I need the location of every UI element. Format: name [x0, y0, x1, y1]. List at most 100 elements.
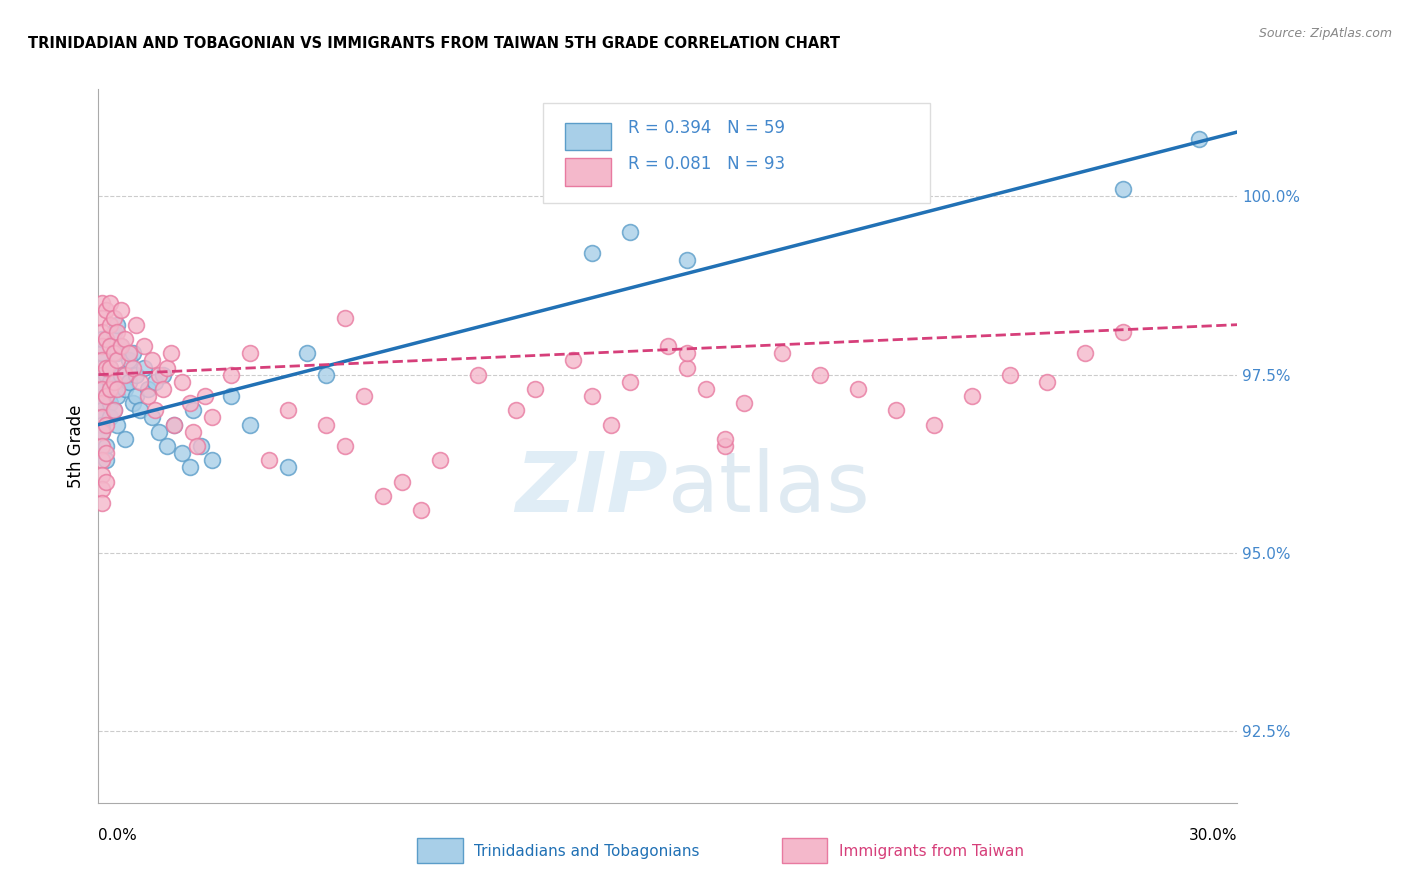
Point: [103, 346, 125, 360]
Point: [194, 389, 217, 403]
Point: [714, 439, 737, 453]
Point: [121, 360, 143, 375]
Point: [467, 368, 489, 382]
Point: [581, 246, 603, 260]
Point: [239, 417, 262, 432]
Point: [125, 389, 148, 403]
Text: Immigrants from Taiwan: Immigrants from Taiwan: [839, 844, 1024, 859]
Point: [170, 375, 193, 389]
Point: [91, 375, 114, 389]
Point: [91, 403, 114, 417]
Point: [91, 453, 114, 467]
Point: [239, 346, 262, 360]
Point: [619, 375, 641, 389]
Point: [91, 410, 114, 425]
Point: [91, 353, 114, 368]
Point: [141, 410, 163, 425]
Point: [110, 368, 132, 382]
Point: [156, 439, 179, 453]
Point: [179, 396, 201, 410]
Point: [221, 389, 243, 403]
Point: [201, 453, 224, 467]
Point: [94, 303, 117, 318]
Point: [98, 375, 121, 389]
Point: [91, 296, 114, 310]
Point: [846, 382, 869, 396]
Point: [1112, 182, 1135, 196]
Point: [297, 346, 319, 360]
Point: [505, 403, 527, 417]
Point: [103, 325, 125, 339]
Point: [148, 368, 170, 382]
Point: [91, 439, 114, 453]
FancyBboxPatch shape: [418, 838, 463, 863]
Point: [170, 446, 193, 460]
Point: [94, 453, 117, 467]
Point: [91, 346, 114, 360]
Point: [156, 360, 179, 375]
Point: [103, 382, 125, 396]
Point: [94, 446, 117, 460]
Point: [524, 382, 547, 396]
Point: [118, 353, 141, 368]
Point: [107, 417, 129, 432]
Point: [91, 467, 114, 482]
Text: atlas: atlas: [668, 449, 869, 529]
Point: [353, 389, 375, 403]
Point: [125, 318, 148, 332]
Point: [98, 410, 121, 425]
Point: [107, 325, 129, 339]
Point: [132, 339, 155, 353]
Point: [733, 396, 755, 410]
Point: [562, 353, 585, 368]
Point: [91, 417, 114, 432]
Point: [159, 346, 181, 360]
Point: [91, 360, 114, 375]
Point: [94, 439, 117, 453]
Point: [695, 382, 717, 396]
Point: [136, 382, 159, 396]
Point: [107, 346, 129, 360]
Point: [221, 368, 243, 382]
Point: [98, 382, 121, 396]
Point: [107, 318, 129, 332]
Point: [163, 417, 186, 432]
Point: [110, 303, 132, 318]
FancyBboxPatch shape: [543, 103, 929, 203]
Text: Trinidadians and Tobagonians: Trinidadians and Tobagonians: [474, 844, 700, 859]
FancyBboxPatch shape: [782, 838, 827, 863]
Point: [1112, 325, 1135, 339]
Point: [619, 225, 641, 239]
Point: [600, 417, 623, 432]
Point: [676, 346, 699, 360]
Point: [152, 382, 174, 396]
Point: [960, 389, 983, 403]
Point: [91, 410, 114, 425]
Point: [114, 332, 136, 346]
Point: [391, 475, 413, 489]
Point: [770, 346, 793, 360]
Point: [91, 382, 114, 396]
Point: [145, 403, 167, 417]
Point: [94, 332, 117, 346]
Point: [132, 360, 155, 375]
Point: [186, 439, 208, 453]
Point: [91, 310, 114, 325]
Point: [103, 403, 125, 417]
Point: [581, 389, 603, 403]
Point: [94, 389, 117, 403]
Point: [114, 368, 136, 382]
Text: R = 0.081   N = 93: R = 0.081 N = 93: [628, 155, 785, 173]
Point: [179, 460, 201, 475]
Point: [429, 453, 451, 467]
Text: 30.0%: 30.0%: [1189, 828, 1237, 843]
Point: [998, 368, 1021, 382]
Point: [884, 403, 907, 417]
Point: [94, 475, 117, 489]
Point: [1074, 346, 1097, 360]
Point: [152, 368, 174, 382]
Point: [103, 310, 125, 325]
Point: [103, 375, 125, 389]
Point: [335, 310, 357, 325]
Point: [103, 403, 125, 417]
